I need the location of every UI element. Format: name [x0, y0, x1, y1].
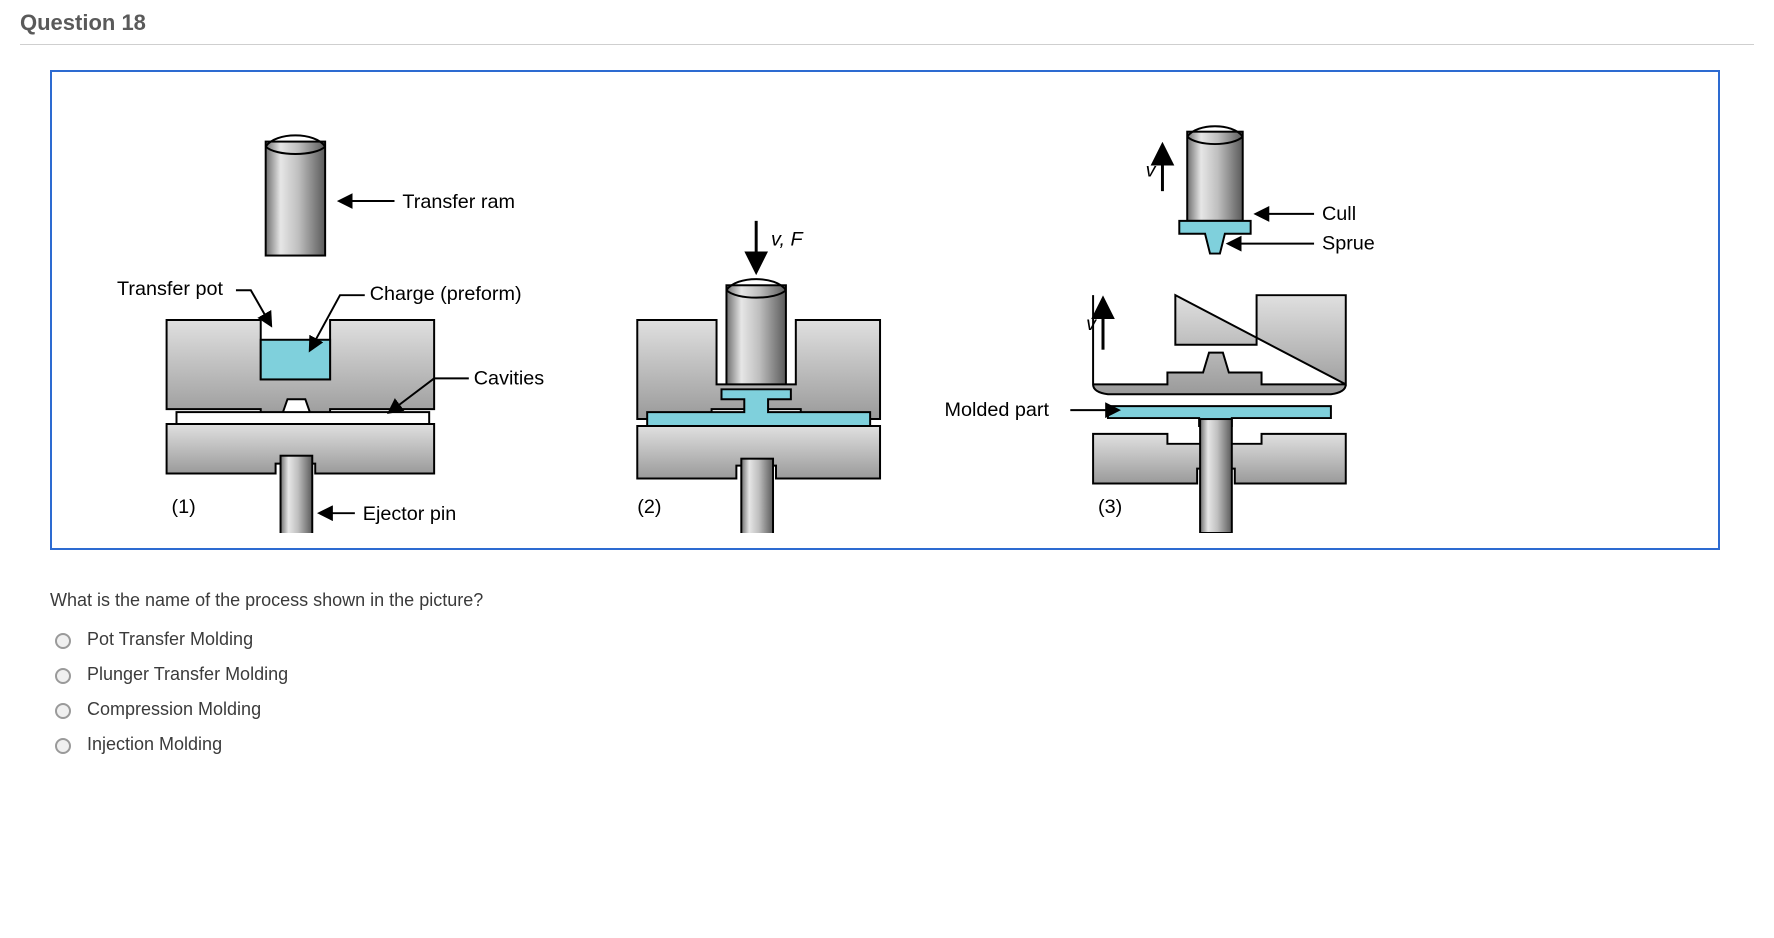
option-4-label: Injection Molding	[87, 734, 222, 755]
stage-3: v Cull Sprue v	[944, 126, 1374, 533]
label-step3: (3)	[1098, 496, 1122, 518]
radio-option-3[interactable]	[55, 703, 71, 719]
transfer-ram-2	[726, 279, 785, 394]
mold-upper-3	[1093, 295, 1346, 394]
ejector-pin-2	[741, 459, 773, 533]
radio-option-2[interactable]	[55, 668, 71, 684]
question-block: What is the name of the process shown in…	[50, 590, 1754, 755]
stage-1: Transfer ram Transfer pot Charge (prefor…	[117, 135, 544, 533]
process-diagram: Transfer ram Transfer pot Charge (prefor…	[92, 97, 1678, 533]
ram-with-cull	[1179, 126, 1250, 253]
radio-option-1[interactable]	[55, 633, 71, 649]
ejector-pin-3	[1200, 419, 1232, 533]
cavity-slot-1	[177, 412, 430, 424]
radio-option-4[interactable]	[55, 738, 71, 754]
label-transfer-ram: Transfer ram	[402, 191, 515, 213]
process-diagram-frame: Transfer ram Transfer pot Charge (prefor…	[50, 70, 1720, 550]
label-cull: Cull	[1322, 203, 1356, 225]
option-1-label: Pot Transfer Molding	[87, 629, 253, 650]
label-step2: (2)	[637, 496, 661, 518]
label-ejector-pin: Ejector pin	[363, 503, 457, 525]
label-v-upper: v	[1146, 159, 1157, 181]
option-3-label: Compression Molding	[87, 699, 261, 720]
question-header: Question 18	[20, 10, 1754, 45]
transfer-ram	[266, 135, 325, 255]
label-sprue: Sprue	[1322, 233, 1375, 255]
question-text: What is the name of the process shown in…	[50, 590, 1754, 611]
ejector-pin-1	[281, 456, 313, 533]
option-1[interactable]: Pot Transfer Molding	[50, 629, 1754, 650]
option-2[interactable]: Plunger Transfer Molding	[50, 664, 1754, 685]
option-2-label: Plunger Transfer Molding	[87, 664, 288, 685]
label-charge: Charge (preform)	[370, 283, 522, 305]
answer-options: Pot Transfer Molding Plunger Transfer Mo…	[50, 629, 1754, 755]
label-molded-part: Molded part	[944, 399, 1049, 421]
charge-preform	[261, 340, 330, 380]
label-cavities: Cavities	[474, 367, 545, 389]
option-3[interactable]: Compression Molding	[50, 699, 1754, 720]
label-step1: (1)	[172, 496, 196, 518]
stage-2: v, F (2)	[637, 221, 880, 533]
option-4[interactable]: Injection Molding	[50, 734, 1754, 755]
label-vF: v, F	[771, 229, 804, 251]
label-transfer-pot: Transfer pot	[117, 278, 223, 300]
label-v-mid: v	[1086, 313, 1097, 335]
